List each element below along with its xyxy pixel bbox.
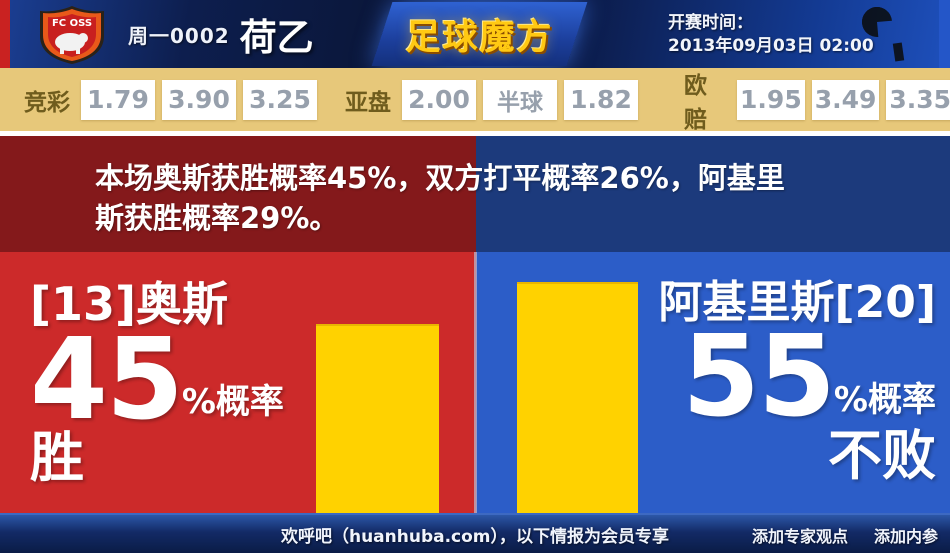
jingcai-away-odds: 3.25: [243, 79, 317, 120]
away-result-label: 不败: [828, 424, 936, 488]
footer-site-note: 欢呼吧（huanhuba.com），以下情报为会员专享: [280, 526, 670, 547]
away-percent-row: 55 %概率: [659, 312, 936, 443]
odds-bar: 竞彩 1.79 3.90 3.25 亚盘 2.00 半球 1.82 欧赔 1.9…: [0, 68, 950, 133]
white-gap-divider: [0, 131, 950, 136]
footer-links: 添加专家观点 添加内参: [752, 515, 938, 553]
jingcai-draw-odds: 3.90: [162, 79, 236, 120]
home-team-block: [13]奥斯 45 %概率 胜: [30, 279, 284, 487]
away-percent-suffix: %概率: [833, 379, 936, 420]
oupei-label: 欧赔: [684, 72, 707, 133]
match-code: 周一0002: [128, 23, 230, 48]
spartan-helmet-icon: [855, 0, 899, 44]
yapan-label: 亚盘: [345, 89, 391, 116]
site-logo: 足球魔方: [371, 0, 588, 68]
left-red-stripe: [0, 0, 10, 68]
away-team-name: 阿基里斯[20]: [658, 277, 936, 328]
home-percent-suffix: %概率: [181, 381, 284, 422]
away-team-block: 阿基里斯[20] 55 %概率 不败: [658, 277, 936, 488]
add-insider-info-link[interactable]: 添加内参: [873, 527, 938, 546]
away-team-badge-icon: [854, 0, 936, 65]
home-result-label: 胜: [30, 426, 84, 490]
home-badge-text: FC OSS: [52, 18, 92, 29]
away-probability-bar: [517, 282, 638, 513]
prediction-panel: 本场奥斯获胜概率45%，双方打平概率26%，阿基里斯获胜概率29%。 [13]奥…: [0, 136, 950, 513]
away-unbeaten-percent: 55: [682, 312, 836, 443]
prediction-summary: 本场奥斯获胜概率45%，双方打平概率26%，阿基里斯获胜概率29%。: [95, 161, 785, 235]
add-expert-view-link[interactable]: 添加专家观点: [751, 527, 848, 546]
league-name: 荷乙: [239, 16, 314, 59]
bottom-bar: 欢呼吧（huanhuba.com），以下情报为会员专享 添加专家观点 添加内参: [0, 513, 950, 553]
match-info: 周一0002 荷乙: [128, 0, 314, 68]
right-blue-stripe: [939, 0, 950, 68]
away-summary-band: [476, 136, 950, 252]
top-bar: FC OSS 周一0002 荷乙 足球魔方 开赛时间： 2013年09月03日 …: [0, 0, 950, 68]
site-logo-text: 足球魔方: [405, 17, 554, 58]
kickoff-time-block: 开赛时间： 2013年09月03日 02:00: [668, 12, 874, 58]
home-team-badge-icon: FC OSS: [32, 5, 112, 65]
panel-divider: [474, 252, 477, 513]
odds-group-yapan: 亚盘 2.00 半球 1.82: [345, 68, 638, 131]
jingcai-home-odds: 1.79: [81, 79, 155, 120]
fc-oss-shield-icon: FC OSS: [40, 6, 104, 64]
home-team-name: [13]奥斯: [30, 277, 229, 331]
spartan-helmet-noseguard: [892, 42, 905, 62]
kickoff-label: 开赛时间：: [668, 13, 753, 33]
oupei-home-odds: 1.95: [737, 79, 805, 120]
oupei-away-odds: 3.35: [886, 79, 950, 120]
yapan-handicap-line: 半球: [483, 79, 557, 120]
home-percent-row: 45 %概率: [30, 314, 284, 445]
jingcai-label: 竞彩: [24, 89, 70, 116]
odds-group-jingcai: 竞彩 1.79 3.90 3.25: [24, 68, 317, 131]
odds-group-oupei: 欧赔 1.95 3.49 3.35: [684, 68, 950, 133]
yapan-away-odds: 1.82: [564, 79, 638, 120]
kickoff-time: 2013年09月03日 02:00: [668, 36, 874, 56]
home-win-percent: 45: [30, 314, 184, 445]
home-probability-bar: [316, 324, 439, 513]
yapan-home-odds: 2.00: [402, 79, 476, 120]
home-summary-band: [0, 136, 476, 252]
oupei-draw-odds: 3.49: [811, 79, 880, 120]
